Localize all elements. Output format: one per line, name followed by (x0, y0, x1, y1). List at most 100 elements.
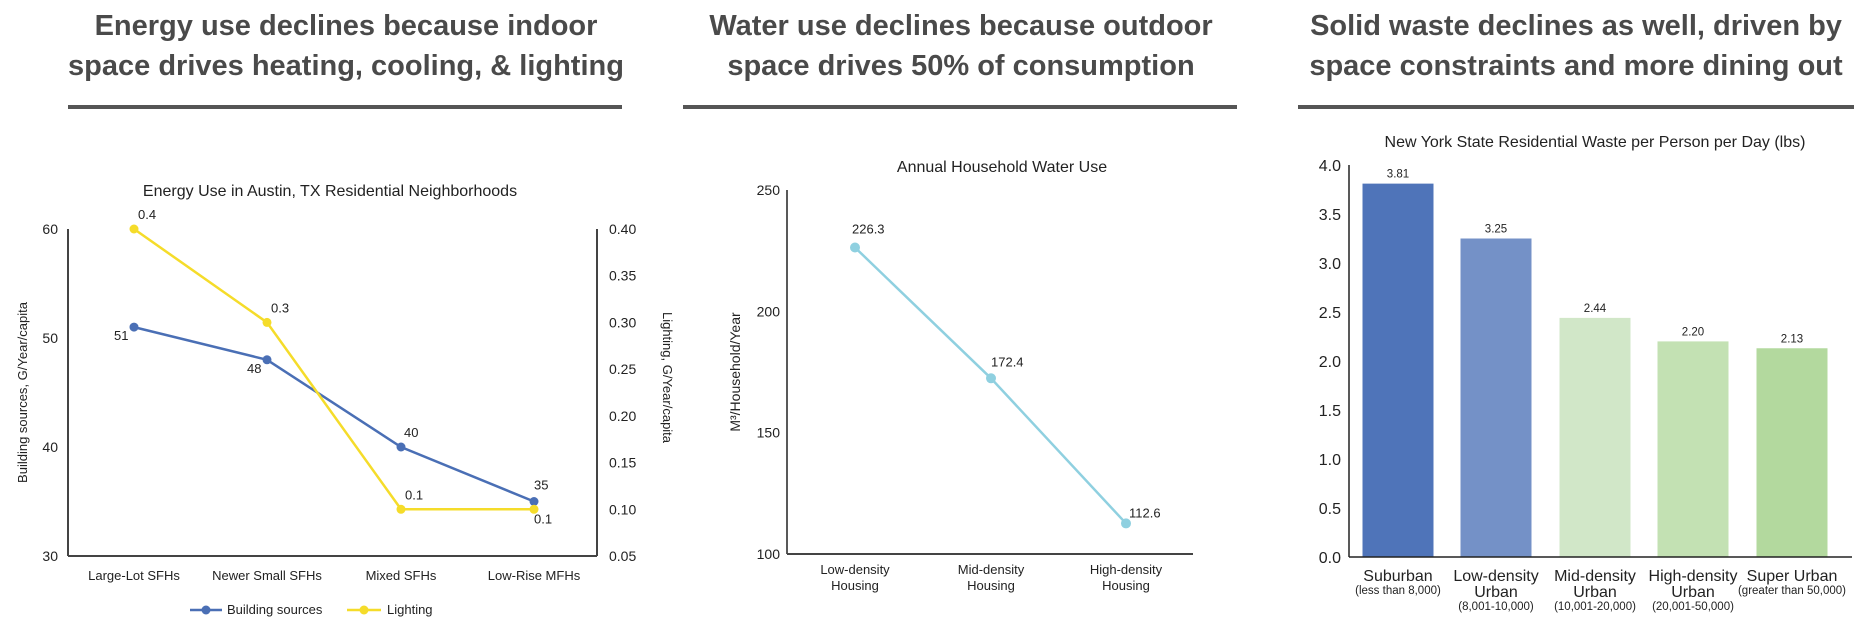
x-tick-label: Low-density (1453, 568, 1538, 585)
y-tick-label: 1.0 (1319, 452, 1341, 469)
energy-title-line1: Energy use declines because indoor (94, 10, 598, 42)
lighting-point (529, 504, 539, 514)
x-tick-label: Suburban (1363, 568, 1432, 585)
y-tick-label: 0.0 (1319, 550, 1341, 567)
water-use-point (850, 242, 860, 253)
x-tick-sublabel: (8,001-10,000) (1458, 601, 1534, 613)
y-tick-label: 0.5 (1319, 501, 1341, 518)
waste-title-line1: Solid waste declines as well, driven by (1310, 10, 1842, 42)
x-tick-label: Urban (1573, 584, 1617, 601)
x-tick-label: Urban (1474, 584, 1518, 601)
x-tick-label: Urban (1671, 584, 1715, 601)
x-tick-label-line2: Housing (967, 578, 1015, 593)
y-tick-label: 3.5 (1319, 207, 1341, 224)
water-use-point (986, 373, 996, 384)
y-tick-label-left: 30 (42, 548, 58, 564)
lighting-line (133, 227, 534, 511)
building-sources-data-label: 35 (534, 478, 548, 493)
y-tick-label-left: 50 (42, 330, 58, 346)
x-tick-sublabel: (10,001-20,000) (1554, 601, 1636, 613)
x-tick-label: High-density (1649, 568, 1738, 585)
x-tick-label-line1: Mid-density (958, 562, 1025, 577)
water-use-point (1121, 518, 1131, 529)
y-tick-label-right: 0.40 (609, 221, 636, 237)
lighting-point (129, 224, 139, 234)
legend-building-sources-marker (201, 605, 211, 615)
y-tick-label-right: 0.10 (609, 501, 636, 517)
lighting-point (396, 504, 406, 514)
building-sources-point (129, 322, 139, 332)
chart-title: Energy Use in Austin, TX Residential Nei… (143, 183, 517, 200)
water-title-line2: space drives 50% of consumption (727, 50, 1195, 82)
y-tick-label-left: 60 (42, 221, 58, 237)
y-tick-label-left: 40 (42, 439, 58, 455)
lighting-data-label: 0.4 (138, 207, 156, 222)
x-tick-label: Mid-density (1554, 568, 1636, 585)
water-title-line1: Water use declines because outdoor (709, 10, 1213, 42)
waste-bar-data-label: 3.25 (1485, 224, 1507, 236)
x-tick-label-line2: Housing (831, 578, 879, 593)
building-sources-line (133, 325, 535, 503)
y-tick-label: 100 (757, 546, 781, 562)
x-tick-label: Low-Rise MFHs (488, 568, 581, 583)
chart-title: New York State Residential Waste per Per… (1385, 134, 1806, 151)
x-tick-label: Large-Lot SFHs (88, 568, 180, 583)
waste-bar (1756, 348, 1828, 557)
waste-title-line2: space constraints and more dining out (1309, 50, 1843, 82)
water-panel-title: Water use declines because outdoor space… (683, 6, 1239, 86)
lighting-data-label: 0.1 (534, 511, 552, 526)
energy-panel-title: Energy use declines because indoor space… (68, 6, 624, 86)
x-tick-label-line1: Low-density (820, 562, 890, 577)
y-tick-label: 1.5 (1319, 403, 1341, 420)
building-sources-data-label: 48 (247, 361, 261, 376)
waste-bar-data-label: 2.20 (1682, 326, 1704, 338)
y-tick-label-right: 0.05 (609, 548, 636, 564)
waste-title-rule (1298, 105, 1854, 109)
y-axis-title-right: Lighting, G/Year/capita (660, 312, 675, 444)
y-tick-label-right: 0.25 (609, 361, 636, 377)
building-sources-point (262, 355, 272, 365)
y-tick-label-right: 0.35 (609, 268, 636, 284)
waste-bar-data-label: 3.81 (1387, 169, 1409, 181)
lighting-data-label: 0.1 (405, 487, 423, 502)
water-use-data-label: 226.3 (852, 222, 885, 237)
y-axis-title: M³/Household/Year (727, 312, 743, 432)
waste-bar (1559, 317, 1631, 557)
building-sources-point (396, 442, 406, 452)
waste-bar-data-label: 2.44 (1584, 303, 1607, 315)
x-tick-label: Mixed SFHs (366, 568, 437, 583)
x-tick-label-line2: Housing (1102, 578, 1150, 593)
x-tick-label: Newer Small SFHs (212, 568, 322, 583)
water-title-rule (683, 105, 1237, 109)
building-sources-data-label: 51 (114, 328, 128, 343)
building-sources-point (529, 497, 539, 506)
waste-bar-data-label: 2.13 (1781, 333, 1803, 345)
y-tick-label-right: 0.15 (609, 455, 636, 471)
x-tick-sublabel: (20,001-50,000) (1652, 601, 1734, 613)
y-tick-label: 200 (757, 303, 781, 319)
x-tick-sublabel: (greater than 50,000) (1738, 585, 1846, 597)
water-use-data-label: 172.4 (991, 354, 1024, 369)
lighting-data-label: 0.3 (271, 300, 289, 315)
chart-title: Annual Household Water Use (897, 159, 1107, 176)
waste-bar (1657, 341, 1729, 557)
lighting-point (262, 317, 272, 327)
energy-title-line2: space drives heating, cooling, & lightin… (68, 50, 624, 82)
y-tick-label: 4.0 (1319, 158, 1341, 175)
waste-panel-title: Solid waste declines as well, driven by … (1298, 6, 1854, 86)
y-tick-label: 2.5 (1319, 305, 1341, 322)
y-tick-label: 250 (757, 182, 781, 198)
y-tick-label: 3.0 (1319, 256, 1341, 273)
building-sources-data-label: 40 (404, 425, 418, 440)
legend-lighting-marker (359, 605, 369, 615)
waste-bar (1460, 238, 1532, 557)
x-tick-sublabel: (less than 8,000) (1355, 585, 1441, 597)
y-tick-label: 150 (757, 425, 781, 441)
y-tick-label: 2.0 (1319, 354, 1341, 371)
y-tick-label-right: 0.20 (609, 408, 636, 424)
x-tick-label: Super Urban (1747, 568, 1838, 585)
x-tick-label-line1: High-density (1090, 562, 1163, 577)
